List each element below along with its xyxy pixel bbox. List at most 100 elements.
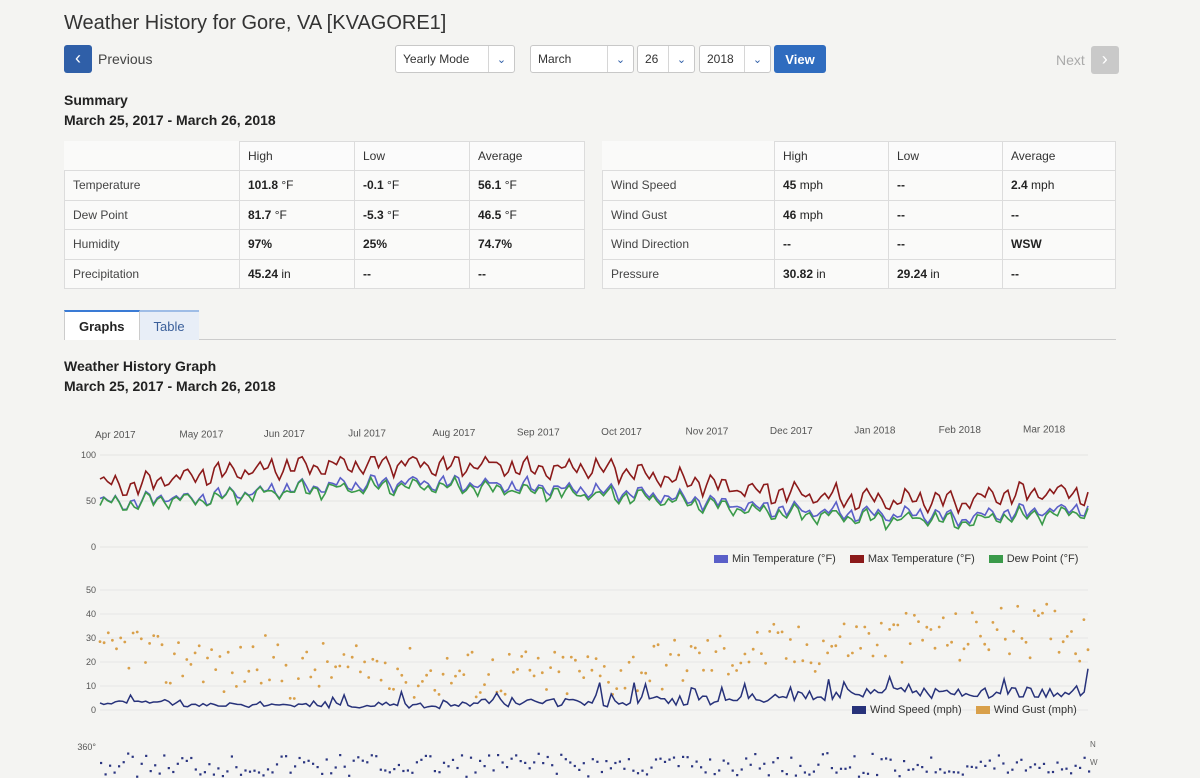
wind-direction-point [393, 768, 396, 771]
gust-point [478, 691, 482, 694]
chevron-down-icon: ⌄ [607, 46, 633, 72]
row-low: -- [888, 199, 1003, 230]
wind-direction-point [384, 769, 387, 772]
wind-direction-point [212, 773, 215, 776]
wind-direction-point [370, 754, 373, 757]
gust-point [805, 643, 809, 646]
wind-direction-point [641, 769, 644, 772]
year-select[interactable]: 2018 ⌄ [699, 45, 771, 73]
mode-select[interactable]: Yearly Mode ⌄ [395, 45, 515, 73]
wind-direction-point [474, 771, 477, 774]
wind-direction-point [334, 766, 337, 769]
gust-point [280, 679, 284, 683]
row-high: 101.8 °F [239, 170, 355, 201]
gust-point [350, 655, 354, 659]
row-average: WSW [1002, 229, 1116, 260]
table-row: Wind Speed 45 mph -- 2.4 mph [602, 170, 1116, 201]
gust-point [879, 621, 883, 625]
wind-direction-point [839, 767, 843, 770]
gust-point [747, 660, 751, 664]
wind-direction-point [190, 756, 193, 760]
view-button[interactable]: View [774, 45, 826, 73]
gust-point [201, 680, 205, 684]
wind-direction-point [1015, 761, 1018, 764]
wind-direction-point [961, 773, 964, 776]
previous-button[interactable]: ‹ Previous [64, 45, 152, 73]
gust-point [379, 678, 383, 682]
mode-value: Yearly Mode [403, 52, 470, 66]
gust-point [607, 680, 610, 684]
tab-table[interactable]: Table [139, 310, 199, 340]
gust-point [962, 647, 966, 651]
gust-point [888, 628, 891, 631]
wind-direction-point [533, 761, 536, 764]
gust-point [152, 634, 156, 637]
wind-direction-point [713, 773, 716, 776]
gust-point [1053, 609, 1057, 613]
gust-point [499, 689, 503, 693]
gust-point [292, 697, 296, 700]
gust-point [338, 664, 342, 668]
wind-direction-point [235, 766, 238, 769]
wind-direction-point [718, 769, 721, 772]
tab-graphs[interactable]: Graphs [64, 310, 140, 340]
gust-point [743, 652, 747, 656]
x-tick-label: May 2017 [179, 430, 223, 441]
gust-point [735, 669, 738, 672]
graph-range: March 25, 2017 - March 26, 2018 [64, 378, 276, 394]
wind-direction-point [668, 758, 671, 761]
gust-point [863, 625, 867, 629]
day-value: 26 [645, 52, 659, 66]
wind-direction-point [330, 772, 333, 775]
gust-point [1041, 611, 1044, 615]
wind-direction-point [127, 752, 130, 755]
wind-direction-point [555, 772, 558, 775]
gust-point [1032, 609, 1036, 613]
gust-point [884, 654, 887, 658]
wind-direction-point [993, 767, 996, 770]
wind-direction-point [424, 754, 427, 757]
gust-point [119, 636, 123, 640]
wind-direction-point [582, 762, 585, 765]
wind-direction-point [970, 765, 973, 768]
gust-point [388, 687, 391, 690]
wind-direction-point [912, 768, 915, 771]
row-label: Pressure [602, 258, 775, 289]
legend-min-temp: Min Temperature (°F) [714, 553, 836, 565]
gust-point [698, 651, 701, 655]
row-high: 45.24 in [239, 258, 355, 289]
wind-direction-point [221, 775, 224, 778]
day-select[interactable]: 26 ⌄ [637, 45, 695, 73]
chevron-down-icon: ⌄ [744, 46, 770, 72]
gust-point [784, 657, 788, 660]
wind-direction-point [411, 771, 414, 774]
gust-point [396, 667, 399, 671]
month-select[interactable]: March ⌄ [530, 45, 634, 73]
gust-point [507, 652, 511, 656]
gust-point [776, 631, 780, 634]
table-row: Wind Direction -- -- WSW [602, 229, 1116, 260]
wind-direction-point [930, 756, 933, 759]
y-tick-label: 0 [91, 705, 96, 715]
gust-point [739, 661, 743, 665]
gust-point [693, 646, 697, 650]
wind-direction-point [172, 770, 175, 774]
gust-point [226, 650, 230, 654]
gust-point [755, 630, 759, 634]
wind-direction-point [239, 773, 243, 776]
gust-point [772, 622, 776, 626]
wind-direction-point [429, 755, 432, 758]
next-button[interactable]: Next › [1056, 46, 1119, 74]
wind-direction-point [799, 764, 802, 767]
row-low: -- [888, 170, 1003, 201]
wind-direction-point [889, 758, 892, 761]
gust-point [718, 634, 722, 638]
wind-direction-point [817, 763, 820, 766]
row-average: 56.1 °F [469, 170, 585, 201]
wind-direction-point [934, 771, 937, 774]
wind-direction-point [339, 754, 342, 757]
gust-point [764, 661, 767, 665]
wind-direction-point [208, 763, 211, 766]
wind-direction-point [456, 766, 459, 770]
header-low: Low [888, 141, 1003, 171]
